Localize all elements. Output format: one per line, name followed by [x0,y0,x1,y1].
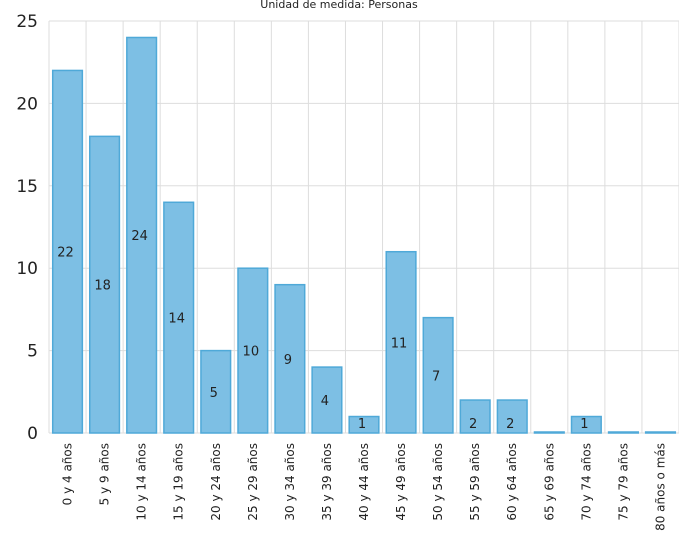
bar [533,431,565,434]
y-tick-label: 15 [16,177,38,197]
x-tick-label: 15 y 19 años [172,443,186,521]
data-label: 1 [358,417,366,432]
data-label: 5 [210,386,218,401]
y-tick-label: 0 [27,424,38,444]
chart-subtitle: Unidad de medida: Personas [260,0,418,11]
bar [459,399,491,434]
y-tick-label: 5 [27,342,38,362]
x-tick-label: 70 y 74 años [579,443,593,521]
bar [385,250,417,434]
x-tick-label: 20 y 24 años [209,443,223,521]
bar [51,69,84,434]
x-tick-label: 25 y 29 años [246,443,260,521]
data-label: 22 [57,246,74,261]
x-tick-label: 30 y 34 años [283,443,297,521]
x-tick-label: 40 y 44 años [357,443,371,521]
x-tick-label: 75 y 79 años [616,443,630,521]
bar [422,316,454,434]
x-tick-label: 10 y 14 años [135,443,149,521]
bar [200,349,232,434]
data-label: 1 [580,417,588,432]
bar [644,431,677,434]
x-tick-label: 45 y 49 años [394,443,408,521]
bar [496,399,528,434]
data-label: 7 [432,369,440,384]
x-tick-label: 35 y 39 años [320,443,334,521]
data-label: 18 [94,279,111,294]
bar [570,415,602,434]
data-label: 2 [506,417,514,432]
x-axis-ticks: 0 y 4 años 5 y 9 años 10 y 14 años 15 y 19 … [61,443,668,531]
data-label: 10 [243,345,260,360]
data-label: 14 [168,312,185,327]
data-label: 2 [469,417,477,432]
y-axis-ticks: 0 5 10 15 20 25 [16,12,38,444]
data-label: 9 [284,353,292,368]
grid-lines [48,20,679,434]
x-tick-label: 80 años o más [653,443,667,531]
data-label: 11 [391,336,408,351]
bar [126,36,158,434]
y-tick-label: 25 [16,12,38,32]
bar [348,415,380,434]
bar [311,366,343,434]
data-label: 4 [321,394,329,409]
x-tick-label: 0 y 4 años [61,443,75,505]
bar [237,267,269,434]
bar [607,431,639,434]
bar [89,135,121,434]
x-tick-label: 50 y 54 años [431,443,445,521]
x-tick-label: 5 y 9 años [98,443,112,505]
bar [274,283,306,434]
bars [51,36,677,434]
x-tick-label: 55 y 59 años [468,443,482,521]
y-tick-label: 10 [16,259,38,279]
data-label: 24 [131,229,148,244]
x-tick-label: 60 y 64 años [505,443,519,521]
x-tick-label: 65 y 69 años [542,443,556,521]
y-tick-label: 20 [16,94,38,114]
bar [163,201,195,434]
